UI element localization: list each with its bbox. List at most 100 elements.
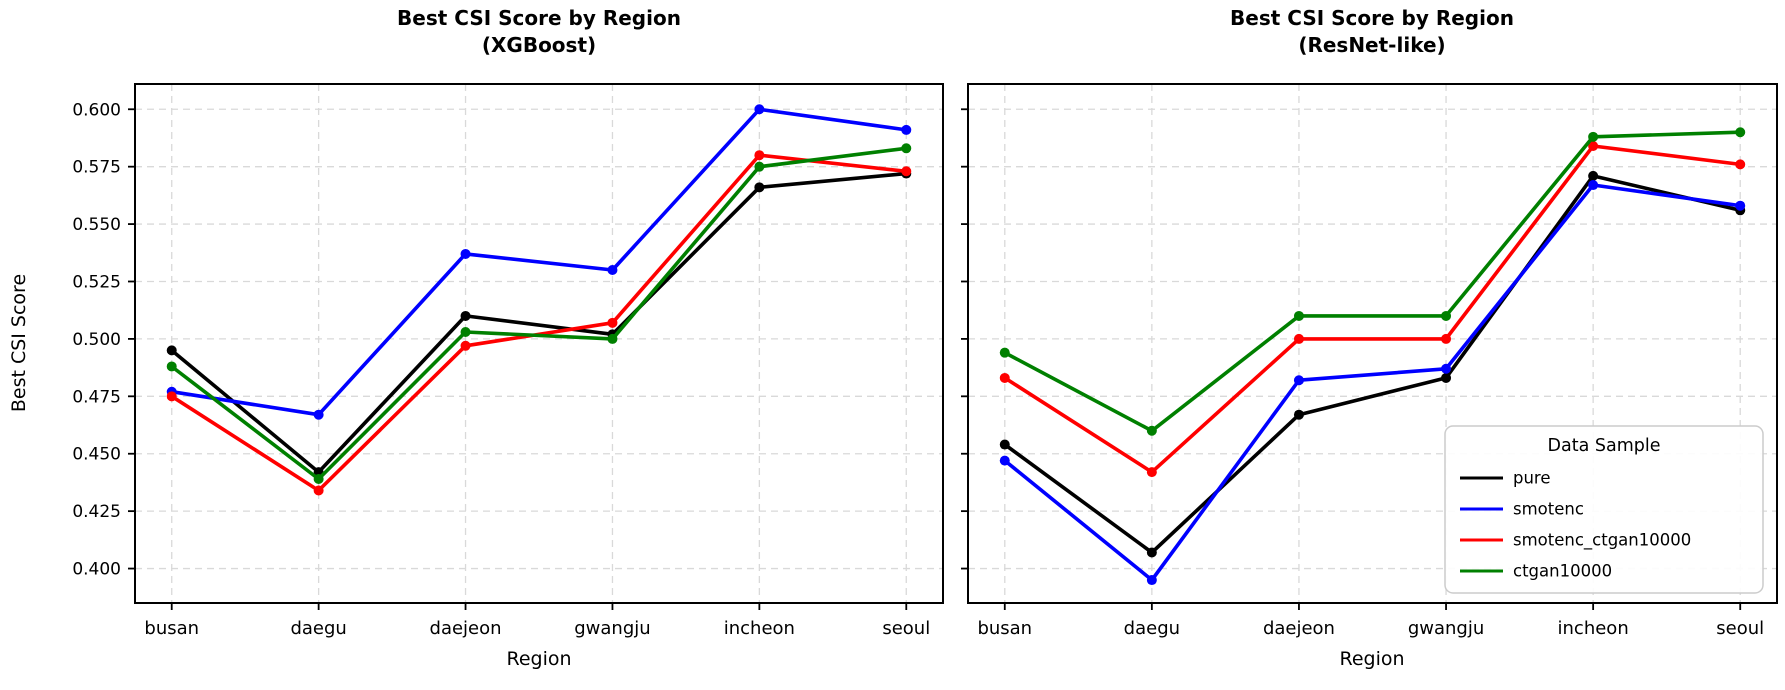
data-point: [460, 310, 471, 321]
y-tick-label: 0.600: [72, 100, 121, 120]
data-point: [607, 333, 618, 344]
y-tick-label: 0.550: [72, 215, 121, 235]
data-point: [460, 248, 471, 259]
series-smotenc: [999, 180, 1746, 586]
data-point: [1146, 425, 1157, 436]
data-point: [460, 327, 471, 338]
data-point: [166, 361, 177, 372]
y-tick-label: 0.450: [72, 445, 121, 465]
x-tick-label: daejeon: [1263, 618, 1335, 639]
x-tick-label: daegu: [290, 618, 346, 639]
data-point: [607, 317, 618, 328]
data-point: [460, 340, 471, 351]
legend-box: [1444, 425, 1764, 594]
data-point: [1293, 333, 1304, 344]
chart-panel-resnet: busan daegu daejeon gwangju incheon seoul Data…: [961, 83, 1778, 639]
x-axis-label-left: Region: [506, 648, 572, 670]
x-tick-label: seoul: [882, 618, 930, 639]
x-tick-label: busan: [977, 618, 1032, 639]
series-pure: [166, 168, 912, 478]
data-point: [1441, 372, 1452, 383]
data-point: [1293, 310, 1304, 321]
legend-item-pure: pure: [1460, 469, 1551, 488]
legend-label-pure: pure: [1513, 469, 1551, 488]
data-point: [1588, 180, 1599, 191]
data-point: [313, 409, 324, 420]
data-point: [166, 345, 177, 356]
chart-title-line1: Best CSI Score by Region: [397, 6, 681, 30]
x-tick-label: gwangju: [574, 618, 650, 639]
data-point: [1588, 170, 1599, 181]
data-point: [754, 104, 765, 115]
data-point: [1146, 467, 1157, 478]
x-tick-label: incheon: [1558, 618, 1629, 639]
data-point: [999, 455, 1010, 466]
series-smotenc_ctgan10000: [166, 150, 912, 496]
x-tick-label: daejeon: [430, 618, 502, 639]
data-point: [1735, 200, 1746, 211]
y-tick-label: 0.400: [72, 560, 121, 580]
data-point: [607, 265, 618, 276]
chart-title-line2: (XGBoost): [481, 33, 597, 57]
data-point: [1293, 375, 1304, 386]
y-tick-label: 0.575: [72, 158, 121, 178]
data-point: [1735, 159, 1746, 170]
legend-item-smotenc: smotenc: [1460, 500, 1584, 519]
data-point: [1441, 310, 1452, 321]
legend-label-smotenc: smotenc: [1513, 500, 1584, 519]
data-point: [1588, 141, 1599, 152]
legend: Data Sample pure smotenc smotenc_ctgan10000…: [1444, 425, 1764, 594]
ticks: [128, 108, 908, 610]
data-point: [999, 372, 1010, 383]
series-ctgan10000: [166, 143, 912, 484]
series-line-ctgan10000: [169, 146, 909, 481]
x-tick-label: daegu: [1124, 618, 1180, 639]
data-point: [166, 391, 177, 402]
data-point: [901, 124, 912, 135]
series-line-ctgan10000: [1003, 130, 1742, 433]
legend-label-smotenc_ctgan10000: smotenc_ctgan10000: [1513, 531, 1691, 551]
data-point: [999, 439, 1010, 450]
series-line-smotenc: [1003, 183, 1742, 582]
data-point: [1293, 409, 1304, 420]
data-point: [1735, 127, 1746, 138]
y-tick-label: 0.475: [72, 387, 121, 407]
series-ctgan10000: [999, 127, 1746, 436]
series-smotenc_ctgan10000: [999, 141, 1746, 478]
legend-item-ctgan10000: ctgan10000: [1460, 562, 1612, 581]
legend-label-ctgan10000: ctgan10000: [1513, 562, 1612, 581]
data-point: [313, 485, 324, 496]
data-point: [754, 182, 765, 193]
series-line-smotenc: [169, 107, 909, 417]
ticks: [961, 108, 1742, 610]
data-point: [1441, 333, 1452, 344]
y-tick-label: 0.500: [72, 330, 121, 350]
data-point: [1146, 547, 1157, 558]
data-point: [1588, 131, 1599, 142]
x-axis-label-right: Region: [1339, 648, 1405, 670]
plot-border: [967, 83, 1778, 604]
series-line-pure: [1003, 174, 1742, 555]
x-tick-label: busan: [144, 618, 199, 639]
data-point: [754, 161, 765, 172]
y-tick-label: 0.425: [72, 502, 121, 522]
chart-title-resnet: Best CSI Score by Region (ResNet-like): [1092, 5, 1652, 59]
data-point: [901, 143, 912, 154]
chart-panel-xgboost: busan daegu daejeon gwangju incheon seoul 0.40…: [72, 83, 944, 639]
x-tick-label: incheon: [724, 618, 795, 639]
data-point: [999, 347, 1010, 358]
data-point: [754, 150, 765, 161]
data-point: [901, 166, 912, 177]
x-tick-label: gwangju: [1408, 618, 1484, 639]
legend-title: Data Sample: [1548, 436, 1661, 456]
chart-title-line2: (ResNet-like): [1298, 33, 1446, 57]
data-point: [1146, 575, 1157, 586]
series-smotenc: [166, 104, 912, 420]
y-tick-label: 0.525: [72, 272, 121, 292]
plot-border: [134, 83, 944, 604]
x-tick-label: seoul: [1716, 618, 1764, 639]
chart-title-line1: Best CSI Score by Region: [1230, 6, 1514, 30]
data-point: [1441, 363, 1452, 374]
